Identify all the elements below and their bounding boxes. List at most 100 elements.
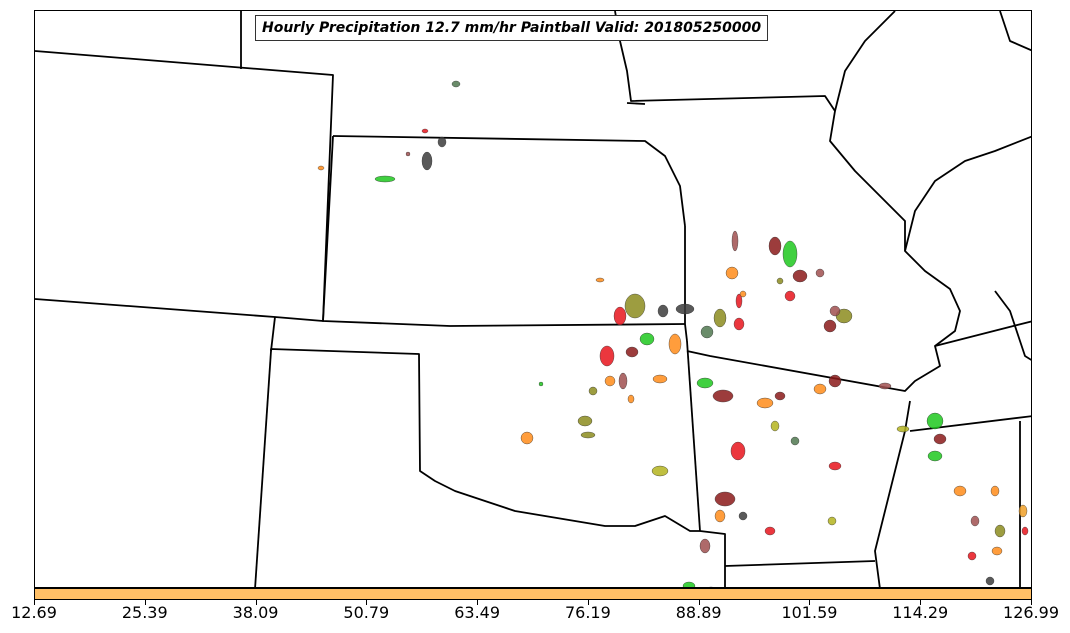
colorbar-tick-label: 12.69 (11, 603, 57, 622)
precip-blob (421, 128, 429, 134)
precip-blob (713, 308, 727, 328)
precip-blob (828, 461, 842, 471)
colorbar-tick-label: 88.89 (675, 603, 722, 622)
precip-blob (735, 293, 743, 309)
precip-blob (577, 415, 593, 427)
precip-blob (967, 551, 977, 561)
precip-blob (926, 412, 944, 430)
precip-blob (990, 485, 1000, 497)
missouri-border (614, 11, 961, 392)
precip-blob (580, 431, 596, 439)
precip-blob (739, 290, 747, 298)
precip-blob (927, 450, 943, 462)
precip-blob (985, 576, 995, 586)
arkansas-border (699, 530, 726, 587)
oklahoma-east-border (686, 340, 701, 532)
colorbar-tick (920, 600, 922, 605)
precip-blob (970, 515, 980, 527)
precip-blob (792, 269, 808, 283)
precip-blob (599, 345, 615, 367)
precip-blob (738, 511, 748, 521)
precip-blob (675, 303, 695, 315)
precip-blob (657, 304, 669, 318)
precip-blob (651, 465, 669, 477)
precip-blob (604, 375, 616, 387)
precip-blob (624, 293, 646, 319)
precip-blob (933, 433, 947, 445)
colorbar-tick-label: 76.19 (564, 603, 611, 622)
precip-blob (625, 346, 639, 358)
precip-blob (756, 397, 774, 409)
precip-blob (714, 509, 726, 523)
colorbar-tick (34, 600, 35, 605)
precip-blob (768, 236, 782, 256)
precip-blob (774, 391, 786, 401)
precip-blob (823, 319, 837, 333)
precip-blob (699, 538, 711, 554)
tn-upper (934, 320, 1031, 347)
precip-blob (668, 333, 682, 355)
precip-blob (725, 266, 739, 280)
precip-blob (538, 381, 544, 387)
precip-blob (790, 436, 800, 446)
precip-blob (994, 524, 1006, 538)
precip-blob (652, 374, 668, 384)
precip-blob (421, 151, 433, 171)
iowa-border (626, 102, 646, 105)
precip-blobs (317, 80, 1029, 587)
precip-blob (770, 420, 780, 432)
precip-blob (700, 325, 714, 339)
precip-blob (764, 526, 776, 536)
precip-blob (712, 389, 734, 403)
precip-blob (784, 290, 796, 302)
colorbar-tick (1031, 600, 1032, 605)
arkansas-east (874, 400, 911, 587)
kentucky-edge (999, 11, 1031, 52)
colorbar-tick-label: 126.99 (1003, 603, 1059, 622)
arkansas-south (724, 560, 876, 567)
colorado-border (35, 50, 334, 322)
precip-blob (953, 485, 967, 497)
colorbar-tick-label: 25.39 (121, 603, 168, 622)
precip-blob (613, 306, 627, 326)
precip-blob (682, 581, 696, 587)
precip-blob (731, 230, 739, 252)
precip-blob (627, 394, 635, 404)
precip-blob (1021, 526, 1029, 536)
ohio-river (994, 290, 1031, 361)
map-canvas (35, 11, 1031, 587)
colorbar-tick (477, 600, 479, 605)
precip-blob (776, 277, 784, 285)
precip-blob (595, 277, 605, 283)
colorbar-tick (366, 600, 368, 605)
precip-blob (437, 136, 447, 148)
colorbar-tick (809, 600, 811, 605)
precip-blob (815, 268, 825, 278)
nm-border (270, 316, 276, 352)
precip-blob (714, 491, 736, 507)
precip-blob (520, 431, 534, 445)
precip-blob (696, 377, 714, 389)
illinois-border (834, 11, 896, 112)
oklahoma-border (270, 348, 700, 532)
precip-blob (730, 441, 746, 461)
colorbar-tick-label: 50.79 (343, 603, 390, 622)
precip-blob (829, 305, 841, 317)
kansas-east-border (684, 226, 688, 342)
precip-blob (896, 425, 910, 433)
precip-blob (1018, 504, 1028, 518)
colorbar (34, 588, 1032, 600)
colorbar-tick (255, 600, 257, 605)
colorbar-tick-label: 114.29 (892, 603, 949, 622)
precip-blob (828, 374, 842, 388)
colorbar-tick (144, 600, 146, 605)
precip-blob (588, 386, 598, 396)
colorbar-tick-label: 38.09 (232, 603, 279, 622)
precip-blob (317, 165, 325, 171)
colorbar-tick-label: 63.49 (454, 603, 501, 622)
colorbar-tick (587, 600, 589, 605)
colorbar-tick-label: 101.59 (781, 603, 838, 622)
precip-blob (405, 151, 411, 157)
map-title: Hourly Precipitation 12.7 mm/hr Paintbal… (255, 15, 769, 41)
tennessee-border (909, 415, 1031, 432)
